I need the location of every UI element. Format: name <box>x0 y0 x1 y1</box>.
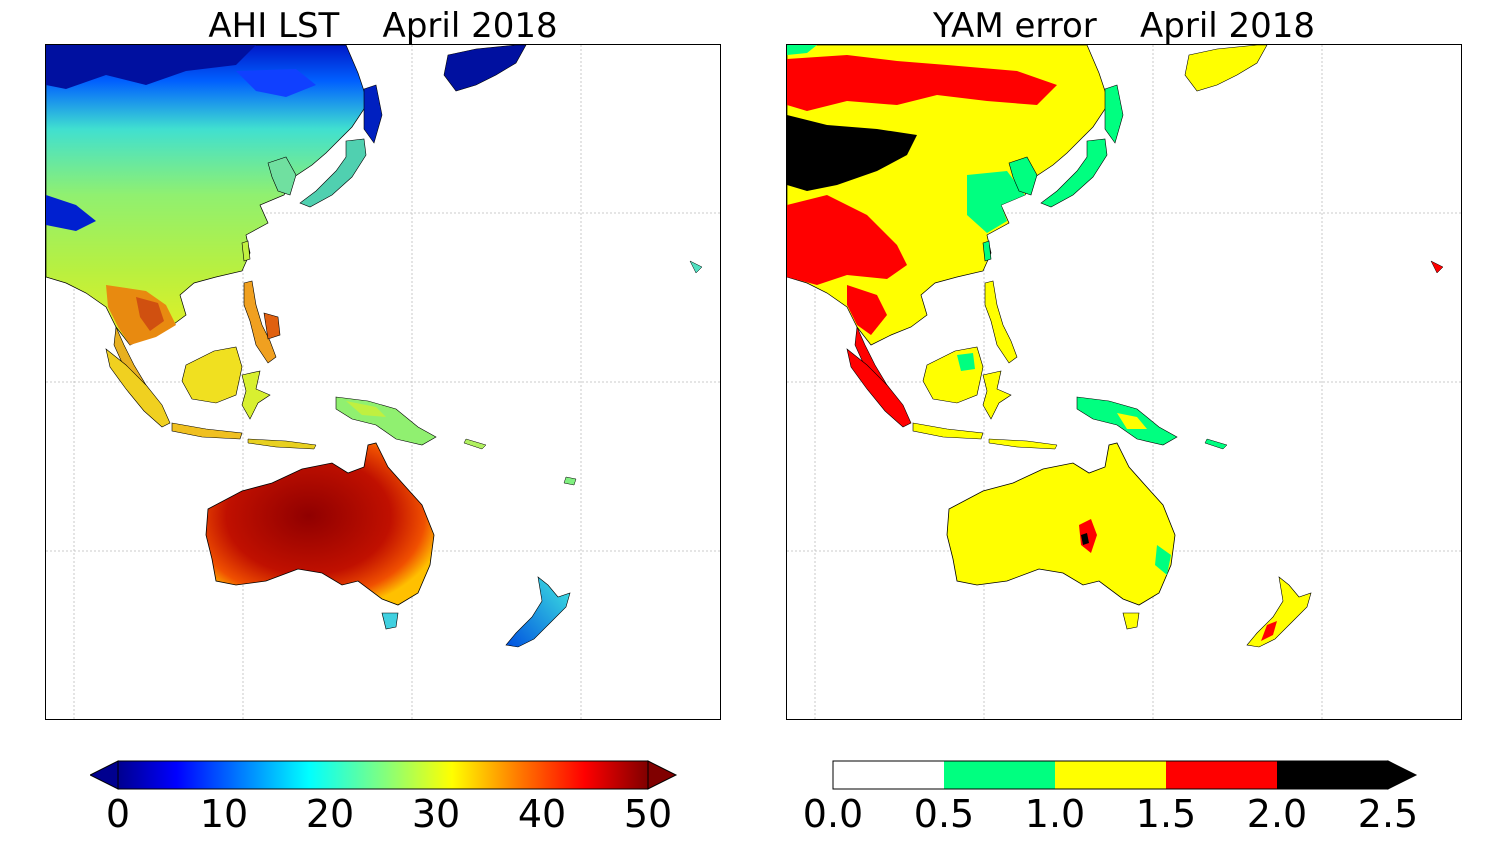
yam-colorbar <box>831 760 1421 796</box>
yam-tick-0: 0.0 <box>802 792 864 836</box>
lst-map-canvas <box>46 45 720 719</box>
yam-error-map <box>786 44 1462 720</box>
yam-australia-landmass <box>946 442 1176 606</box>
yam-tick-5: 2.5 <box>1357 792 1419 836</box>
yam-tick-2: 1.0 <box>1024 792 1086 836</box>
lst-tick-0: 0 <box>105 792 131 836</box>
yam-map-canvas <box>787 45 1461 719</box>
lst-asia-landmass <box>46 45 369 346</box>
left-map-title: AHI LST April 2018 <box>208 6 558 46</box>
lst-tick-30: 30 <box>411 792 461 836</box>
lst-map <box>45 44 721 720</box>
lst-colorbar-svg <box>88 760 678 790</box>
lst-colorbar <box>88 760 680 796</box>
yam-tick-3: 1.5 <box>1135 792 1197 836</box>
yam-tick-1: 0.5 <box>913 792 975 836</box>
yam-tick-4: 2.0 <box>1246 792 1308 836</box>
lst-tick-20: 20 <box>305 792 355 836</box>
right-map-title: YAM error April 2018 <box>932 6 1316 46</box>
lst-australia-landmass <box>205 442 435 606</box>
lst-tick-50: 50 <box>623 792 673 836</box>
lst-tick-40: 40 <box>517 792 567 836</box>
lst-tick-10: 10 <box>199 792 249 836</box>
yam-colorbar-svg <box>832 760 1418 790</box>
